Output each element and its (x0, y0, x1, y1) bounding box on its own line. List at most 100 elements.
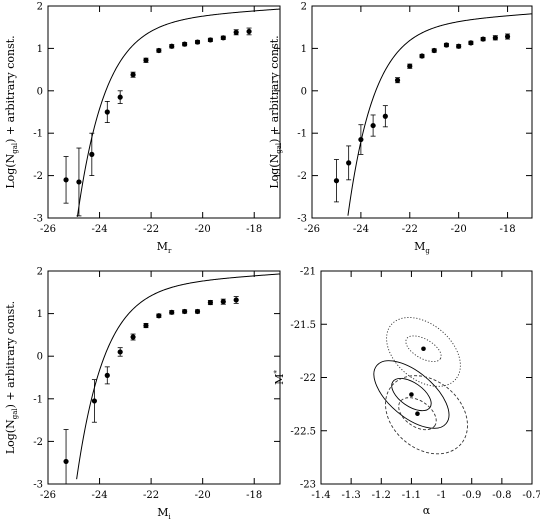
data-point (504, 33, 511, 40)
schechter-fit-line (76, 8, 281, 217)
x-tick-label: -0.8 (492, 490, 511, 501)
y-tick-label: 1 (301, 44, 307, 55)
x-tick-label: -24 (92, 224, 108, 235)
x-tick-label: -20 (195, 224, 211, 235)
confidence-contour-dashed (398, 397, 437, 431)
y-axis-label-post: ) + arbitrary const. (268, 35, 281, 143)
x-tick-label: -1.2 (372, 490, 391, 501)
y-tick-label: -3 (33, 214, 43, 225)
y-tick-label: -3 (297, 214, 307, 225)
x-tick-label: -24 (353, 224, 369, 235)
data-point (382, 113, 388, 119)
y-tick-label: -2 (33, 171, 43, 182)
data-point (480, 36, 486, 42)
x-axis-label: Mi (157, 506, 171, 521)
data-point (169, 43, 175, 49)
x-tick-label: -1.3 (341, 490, 360, 501)
x-tick-label: -20 (451, 224, 467, 235)
data-point (130, 72, 136, 78)
x-axis-label-sub: i (169, 513, 172, 521)
y-axis-label: Log(Ngal) + arbitrary const. (4, 301, 19, 454)
y-tick-label: -3 (33, 480, 43, 491)
data-point (143, 322, 149, 329)
data-point (492, 35, 498, 41)
data-point (431, 47, 437, 54)
x-tick-label: -22 (402, 224, 418, 235)
schechter-fit-line (76, 273, 281, 480)
data-point (63, 458, 69, 465)
data-point (233, 29, 239, 35)
data-point (104, 372, 110, 378)
confidence-contour-dotted (386, 317, 461, 387)
data-point (346, 160, 352, 166)
x-axis-label-main: M (157, 240, 168, 253)
y-tick-label: -21 (300, 267, 316, 278)
y-axis-label-main: M (273, 374, 286, 385)
data-point (394, 77, 401, 83)
x-axis-label-sub: r (168, 247, 172, 255)
y-axis-label-post: ) + arbitrary const. (4, 35, 17, 143)
best-fit-point (409, 392, 414, 397)
y-axis-label-sup: * (273, 370, 281, 374)
data-point (194, 39, 201, 45)
x-axis-label: α (423, 504, 431, 517)
y-tick-label: 2 (37, 267, 43, 278)
data-point (456, 43, 462, 49)
data-point (156, 47, 162, 54)
data-point (104, 109, 110, 115)
data-point (76, 179, 82, 185)
data-point (63, 177, 69, 183)
data-point (333, 178, 340, 184)
data-point (419, 53, 425, 59)
y-tick-label: 0 (301, 86, 307, 97)
y-tick-label: -22.5 (290, 426, 316, 437)
data-point (182, 41, 188, 47)
x-tick-label: -18 (246, 224, 262, 235)
panel-Mg: -26 -24 -22 -20 -18 -3 -2 -1 0 1 2 Mg Log(Ngal) + ar… (268, 2, 533, 255)
y-axis-label-pre: Log(N (4, 153, 17, 188)
data-point (468, 40, 474, 46)
data-point (220, 35, 226, 41)
data-point (207, 299, 213, 306)
x-tick-label: -22 (143, 224, 159, 235)
x-tick-label: -1.4 (311, 490, 330, 501)
y-axis-label-sub: gal (11, 142, 19, 154)
confidence-contour-dashed (385, 375, 468, 455)
best-fit-point (421, 346, 426, 352)
y-tick-label: -1 (297, 129, 307, 140)
y-tick-label: -2 (297, 171, 307, 182)
data-point (246, 28, 252, 35)
x-tick-label: -26 (304, 224, 320, 235)
data-point (182, 308, 188, 315)
data-point (194, 308, 201, 315)
data-point (233, 297, 239, 303)
x-axis-label: Mg (414, 240, 430, 255)
confidence-contour-dotted (405, 335, 442, 363)
y-tick-label: -1 (33, 394, 43, 405)
x-tick-label: -24 (92, 490, 108, 501)
y-tick-label: -21.5 (290, 320, 316, 331)
y-tick-label: -1 (33, 129, 43, 140)
x-axis-label: Mr (157, 240, 172, 255)
data-point (156, 313, 162, 319)
y-tick-label: 0 (37, 86, 43, 97)
y-axis-label-sub: gal (275, 142, 283, 154)
best-fit-point (415, 411, 420, 417)
plot-frame (47, 5, 281, 219)
y-axis-label-pre: Log(N (268, 153, 281, 188)
y-axis-label-sub: gal (11, 408, 19, 420)
x-tick-label: -1.1 (402, 490, 421, 501)
y-tick-label: 1 (37, 309, 43, 320)
x-tick-label: -0.9 (462, 490, 481, 501)
schechter-fit-line (347, 13, 533, 216)
x-tick-label: -20 (195, 490, 211, 501)
data-point (169, 309, 175, 315)
data-point (117, 94, 123, 100)
y-tick-label: 2 (301, 2, 307, 13)
y-tick-label: -22 (300, 373, 316, 384)
data-point (117, 349, 123, 355)
data-point (143, 57, 149, 63)
panel-alpha-mstar: -1.4 -1.3 -1.2 -1.1 -1 -0.9 -0.8 -0.7 -23 -22.5 -2… (273, 267, 540, 518)
y-tick-label: -2 (33, 437, 43, 448)
